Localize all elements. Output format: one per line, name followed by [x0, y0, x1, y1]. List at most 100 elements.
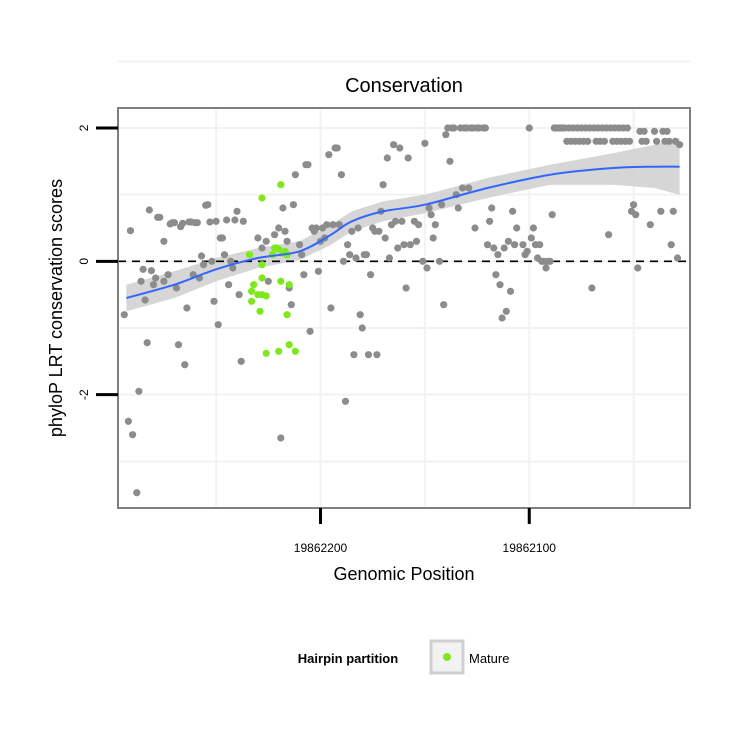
other-point — [502, 307, 510, 315]
other-point — [640, 127, 648, 135]
other-point — [367, 271, 375, 279]
other-point — [653, 137, 661, 145]
other-point — [605, 231, 613, 239]
mature-point — [250, 281, 258, 289]
mature-point — [248, 297, 256, 305]
other-point — [214, 321, 222, 329]
other-point — [390, 141, 398, 149]
other-point — [149, 281, 158, 289]
other-point — [229, 264, 237, 272]
other-point — [471, 224, 479, 232]
other-point — [258, 244, 266, 252]
other-point — [513, 224, 521, 232]
other-point — [298, 251, 306, 259]
other-point — [346, 251, 354, 259]
other-point — [646, 221, 654, 229]
other-point — [193, 219, 201, 227]
other-point — [504, 237, 512, 245]
other-point — [306, 327, 314, 335]
other-point — [281, 227, 289, 235]
other-point — [275, 224, 283, 232]
other-point — [344, 241, 352, 249]
chart-title: Conservation — [345, 75, 463, 97]
other-point — [421, 139, 429, 147]
other-point — [665, 137, 673, 145]
other-point — [494, 251, 502, 259]
legend-label-mature: Mature — [469, 651, 509, 666]
other-point — [650, 127, 659, 135]
other-point — [133, 489, 141, 497]
other-point — [279, 204, 287, 212]
other-point — [492, 271, 500, 279]
other-point — [129, 431, 137, 439]
other-point — [239, 217, 247, 225]
other-point — [231, 216, 239, 224]
other-point — [442, 131, 450, 139]
mature-point — [262, 349, 270, 357]
other-point — [458, 184, 467, 192]
other-point — [588, 284, 596, 292]
other-point — [383, 154, 391, 162]
smooth-line — [126, 165, 680, 299]
mature-point — [256, 307, 264, 315]
other-point — [291, 171, 299, 179]
other-point — [406, 241, 414, 249]
other-point — [237, 357, 245, 365]
other-point — [375, 227, 383, 235]
other-point — [120, 311, 128, 319]
mature-point — [277, 181, 285, 189]
other-point — [527, 234, 535, 242]
other-point — [289, 201, 297, 209]
other-point — [223, 216, 231, 224]
other-point — [141, 296, 149, 304]
other-point — [352, 254, 360, 262]
other-point — [483, 241, 492, 249]
other-point — [373, 351, 381, 359]
mature-point — [275, 347, 283, 355]
other-point — [170, 219, 178, 227]
other-point — [160, 237, 168, 245]
other-point — [181, 361, 189, 369]
other-point — [427, 211, 435, 219]
other-point — [137, 277, 145, 285]
other-point — [225, 281, 233, 289]
other-point — [435, 257, 444, 265]
other-point — [400, 241, 408, 249]
other-point — [394, 244, 402, 252]
other-point — [529, 224, 538, 232]
mature-point — [245, 251, 254, 259]
y-tick-label: 0 — [77, 258, 91, 265]
other-point — [220, 251, 229, 259]
other-point — [506, 287, 515, 295]
other-point — [212, 217, 220, 225]
other-point — [208, 257, 216, 265]
other-point — [500, 244, 508, 252]
other-point — [174, 341, 183, 349]
other-point — [139, 265, 147, 273]
other-point — [277, 434, 285, 442]
other-point — [179, 219, 187, 227]
other-point — [392, 217, 400, 225]
other-point — [235, 291, 243, 299]
mature-point — [283, 311, 291, 319]
other-point — [488, 204, 496, 212]
other-point — [415, 221, 423, 229]
other-point — [210, 297, 218, 305]
legend-key-mature — [429, 639, 465, 675]
other-point — [329, 221, 337, 229]
other-point — [498, 314, 506, 322]
other-point — [147, 267, 155, 275]
confidence-band-area — [126, 138, 680, 312]
mature-point — [248, 287, 256, 295]
other-point — [676, 141, 684, 149]
other-point — [454, 204, 462, 212]
other-point — [634, 264, 642, 272]
other-point — [632, 211, 640, 219]
other-point — [673, 254, 682, 262]
other-point — [379, 181, 387, 189]
other-point — [300, 271, 308, 279]
other-point — [600, 137, 609, 145]
mature-point — [254, 291, 262, 299]
other-point — [419, 257, 427, 265]
mature-point — [258, 194, 266, 202]
